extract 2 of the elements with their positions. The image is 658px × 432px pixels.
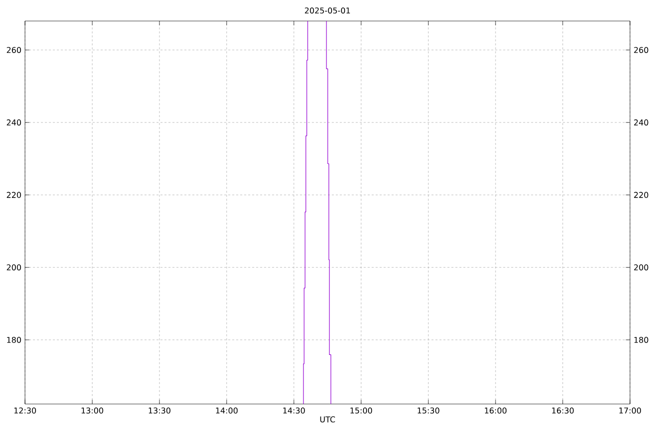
line-series xyxy=(326,20,332,404)
line-series xyxy=(303,20,308,404)
